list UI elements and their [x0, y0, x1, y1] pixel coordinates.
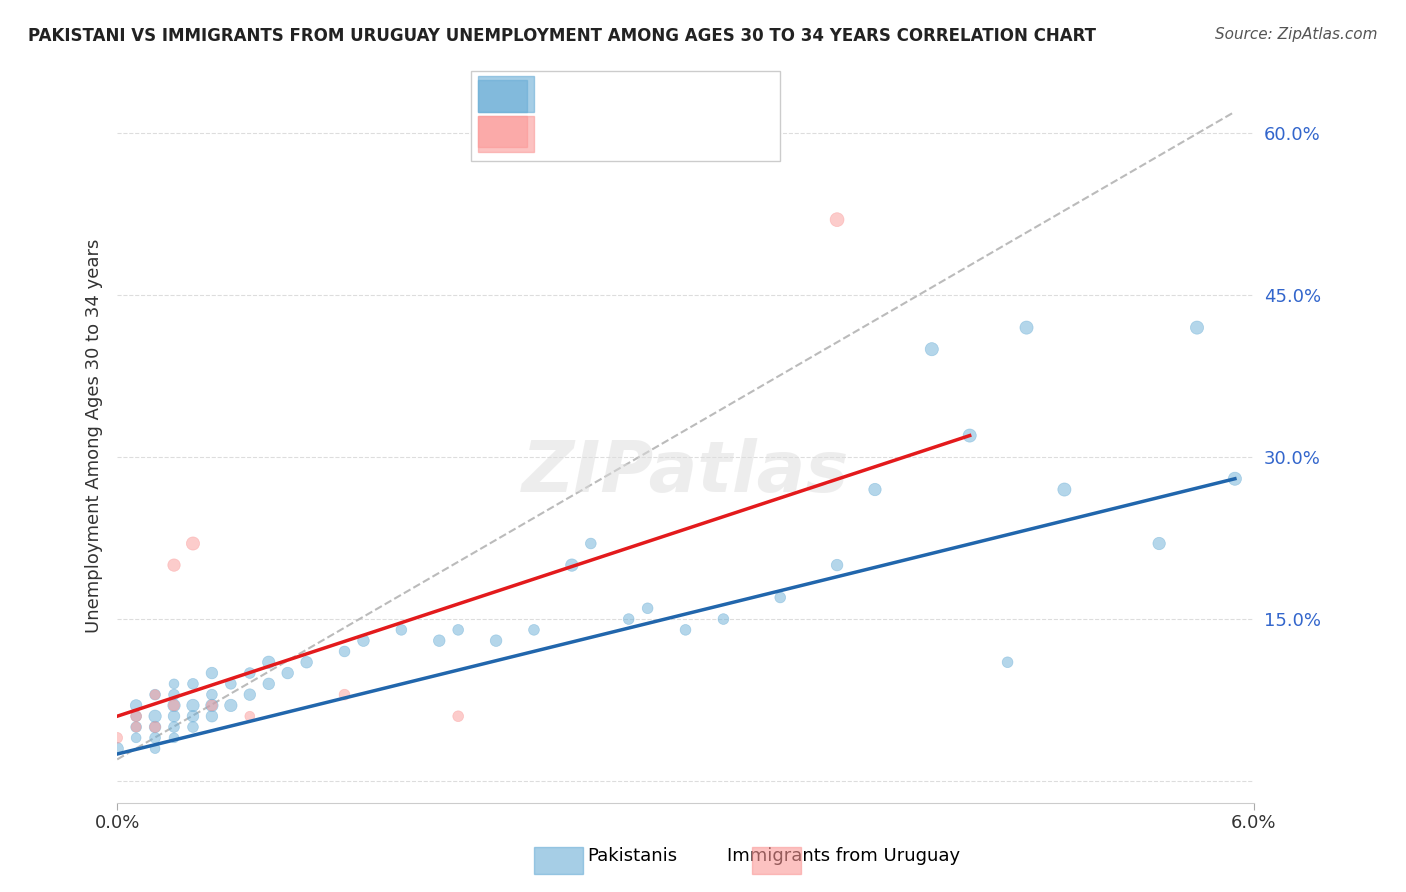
- Point: [125, 731, 148, 745]
- Text: R = 0.566  N = 56: R = 0.566 N = 56: [548, 85, 713, 103]
- Point: [277, 666, 299, 681]
- Point: [201, 666, 224, 681]
- Point: [257, 677, 280, 691]
- Point: [1223, 472, 1246, 486]
- Point: [447, 623, 470, 637]
- Point: [143, 731, 166, 745]
- Point: [447, 709, 470, 723]
- Point: [333, 644, 356, 658]
- Point: [333, 688, 356, 702]
- Point: [125, 720, 148, 734]
- Text: Immigrants from Uruguay: Immigrants from Uruguay: [727, 847, 960, 865]
- Point: [579, 536, 602, 550]
- Point: [143, 720, 166, 734]
- Point: [163, 709, 186, 723]
- Text: Pakistanis: Pakistanis: [588, 847, 678, 865]
- Point: [163, 688, 186, 702]
- Point: [239, 709, 262, 723]
- Point: [105, 741, 128, 756]
- Point: [143, 720, 166, 734]
- Point: [1147, 536, 1170, 550]
- Point: [181, 698, 204, 713]
- Point: [959, 428, 981, 442]
- Point: [163, 698, 186, 713]
- Point: [219, 677, 242, 691]
- Point: [181, 709, 204, 723]
- Point: [637, 601, 659, 615]
- Text: R = 0.561  N = 13: R = 0.561 N = 13: [548, 125, 713, 143]
- Point: [201, 688, 224, 702]
- Point: [125, 698, 148, 713]
- Point: [181, 536, 204, 550]
- Text: ZIPatlas: ZIPatlas: [522, 438, 849, 507]
- Point: [485, 633, 508, 648]
- Text: Source: ZipAtlas.com: Source: ZipAtlas.com: [1215, 27, 1378, 42]
- Point: [201, 698, 224, 713]
- Point: [561, 558, 583, 573]
- Point: [427, 633, 450, 648]
- Point: [1053, 483, 1076, 497]
- Point: [769, 591, 792, 605]
- Point: [201, 698, 224, 713]
- Point: [105, 731, 128, 745]
- Point: [181, 720, 204, 734]
- Point: [163, 731, 186, 745]
- Point: [201, 709, 224, 723]
- Point: [163, 720, 186, 734]
- Point: [219, 698, 242, 713]
- Point: [125, 709, 148, 723]
- Point: [163, 698, 186, 713]
- Point: [143, 688, 166, 702]
- Point: [825, 212, 848, 227]
- Point: [295, 655, 318, 669]
- Point: [713, 612, 735, 626]
- Point: [675, 623, 697, 637]
- Point: [163, 558, 186, 573]
- Point: [143, 688, 166, 702]
- Point: [825, 558, 848, 573]
- Point: [617, 612, 640, 626]
- Point: [257, 655, 280, 669]
- Point: [163, 677, 186, 691]
- Point: [143, 741, 166, 756]
- Point: [863, 483, 886, 497]
- Text: PAKISTANI VS IMMIGRANTS FROM URUGUAY UNEMPLOYMENT AMONG AGES 30 TO 34 YEARS CORR: PAKISTANI VS IMMIGRANTS FROM URUGUAY UNE…: [28, 27, 1097, 45]
- Point: [125, 720, 148, 734]
- Point: [389, 623, 412, 637]
- Point: [143, 709, 166, 723]
- Point: [1015, 320, 1038, 334]
- Point: [125, 709, 148, 723]
- Y-axis label: Unemployment Among Ages 30 to 34 years: Unemployment Among Ages 30 to 34 years: [86, 238, 103, 632]
- Point: [181, 677, 204, 691]
- Point: [921, 342, 943, 356]
- Point: [997, 655, 1019, 669]
- Point: [239, 688, 262, 702]
- Point: [1185, 320, 1208, 334]
- Point: [353, 633, 375, 648]
- Point: [239, 666, 262, 681]
- Point: [523, 623, 546, 637]
